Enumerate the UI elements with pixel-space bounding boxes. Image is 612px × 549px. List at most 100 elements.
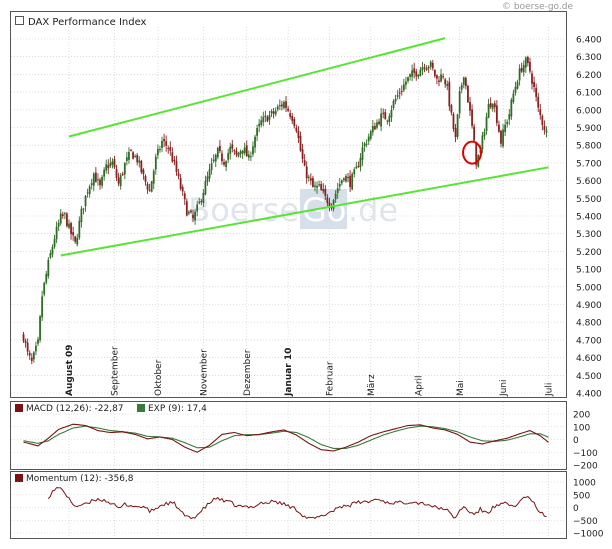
- price-tick-label: 4.800: [576, 319, 602, 329]
- candle-body-up: [247, 154, 250, 158]
- candle-body-down: [324, 188, 327, 196]
- candle-body-up: [506, 121, 509, 125]
- candle-body-down: [320, 183, 323, 190]
- price-tick-label: 6.100: [576, 89, 602, 99]
- candle-body-up: [152, 170, 155, 184]
- candle-body-up: [55, 226, 58, 240]
- candle-body-down: [175, 160, 178, 172]
- candle-body-down: [28, 352, 31, 356]
- candle-body-down: [493, 103, 496, 108]
- candle-body-up: [345, 176, 347, 182]
- candle-body-down: [347, 177, 349, 179]
- candle-body-down: [299, 136, 302, 151]
- price-tick-label: 5.900: [576, 124, 602, 134]
- candle-body-up: [483, 131, 486, 137]
- candle-body-down: [245, 145, 248, 157]
- macd-legend-label: MACD (12,26): -22,87: [26, 404, 124, 414]
- macd-legend-swatch: [15, 404, 23, 412]
- candle-body-down: [398, 92, 401, 94]
- momentum-legend-label: Momentum (12): -356,8: [26, 474, 134, 484]
- momentum-tick-label: −1000: [573, 530, 604, 540]
- candle-body-up: [43, 282, 46, 295]
- candle-body-up: [351, 173, 354, 190]
- candle-body-up: [156, 148, 159, 156]
- candle-body-down: [537, 96, 540, 108]
- candle-body-up: [225, 161, 227, 168]
- candle-body-down: [473, 126, 476, 141]
- candle-body-up: [134, 155, 137, 157]
- candle-body-up: [86, 192, 89, 194]
- macd-panel: MACD (12,26): -22,87 EXP (9): 17,4 200 10…: [10, 401, 598, 472]
- copyright-text: © boerse-go.de: [502, 2, 573, 12]
- month-label: Mai: [456, 380, 466, 396]
- candle-body-down: [297, 130, 300, 138]
- candle-body-up: [336, 188, 339, 193]
- candle-body-down: [74, 236, 77, 242]
- candle-body-down: [136, 155, 139, 163]
- candle-body-up: [78, 220, 81, 238]
- candle-body-down: [285, 101, 287, 108]
- candle-body-up: [37, 339, 39, 344]
- candle-body-down: [72, 232, 75, 236]
- candle-body-up: [92, 173, 95, 186]
- candle-body-down: [529, 61, 531, 72]
- candle-body-up: [314, 185, 316, 187]
- momentum-tick-label: −500: [573, 517, 598, 527]
- candle-body-up: [394, 98, 397, 102]
- month-axis: August 09 September Oktober November Dezembe…: [65, 344, 555, 397]
- price-tick-label: 4.900: [576, 301, 602, 311]
- candle-body-down: [223, 162, 225, 165]
- signal-line: [23, 425, 549, 449]
- candle-body-up: [90, 183, 93, 185]
- candle-body-down: [301, 149, 304, 160]
- signal-legend-label: EXP (9): 17,4: [148, 404, 207, 414]
- price-panel-frame: [10, 11, 567, 398]
- price-chart-title: DAX Performance Index: [28, 17, 147, 28]
- candle-body-up: [340, 180, 343, 184]
- month-label: Juni: [499, 379, 509, 397]
- candle-body-down: [526, 56, 529, 64]
- channel-upper-line: [68, 37, 446, 138]
- price-tick-label: 5.400: [576, 213, 602, 223]
- candle-body-down: [495, 105, 498, 124]
- candle-body-up: [243, 147, 246, 154]
- candle-body-down: [431, 62, 434, 69]
- candle-body-down: [107, 165, 110, 169]
- macd-tick-label: 200: [573, 411, 590, 421]
- candle-body-up: [109, 162, 112, 167]
- candle-body-down: [349, 175, 352, 188]
- price-tick-label: 4.600: [576, 354, 602, 364]
- macd-line: [23, 423, 549, 453]
- candle-body-up: [411, 70, 414, 77]
- candle-body-down: [192, 214, 194, 219]
- candle-body-up: [307, 176, 310, 179]
- candle-body-down: [471, 109, 473, 126]
- macd-tick-label: 0: [573, 436, 579, 446]
- candle-body-up: [210, 163, 213, 170]
- month-label: März: [367, 374, 377, 396]
- candle-body-up: [68, 223, 70, 228]
- candle-body-up: [212, 159, 215, 162]
- candle-body-down: [142, 169, 145, 175]
- candle-body-down: [26, 342, 29, 352]
- candle-body-up: [462, 77, 465, 85]
- candle-body-down: [433, 69, 436, 77]
- candle-body-down: [541, 115, 544, 126]
- price-tick-label: 4.700: [576, 336, 602, 346]
- momentum-y-axis: 1000 500 0 −500 −1000: [573, 479, 604, 540]
- candle-body-down: [235, 150, 238, 155]
- candle-body-up: [229, 146, 232, 154]
- candle-body-up: [270, 110, 273, 114]
- candle-body-down: [117, 177, 120, 184]
- candle-body-up: [84, 195, 87, 207]
- candle-body-down: [452, 113, 455, 129]
- candle-body-down: [343, 178, 345, 180]
- candle-body-up: [103, 169, 106, 177]
- candle-body-down: [30, 357, 33, 361]
- candle-body-down: [442, 76, 445, 78]
- candle-body-up: [456, 114, 459, 137]
- candle-body-down: [272, 111, 275, 114]
- candle-body-down: [179, 178, 182, 189]
- macd-tick-label: −100: [573, 449, 598, 459]
- candle-body-down: [293, 119, 296, 127]
